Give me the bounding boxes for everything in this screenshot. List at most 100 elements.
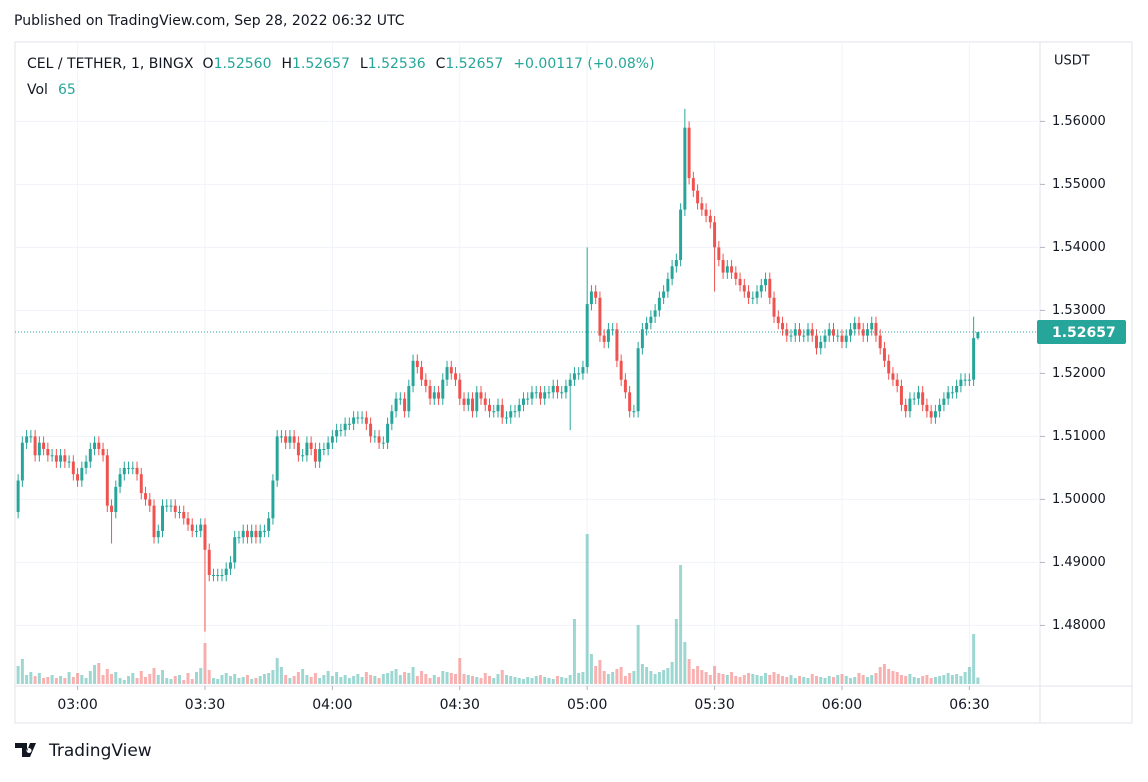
volume-bar	[267, 673, 271, 684]
volume-bar	[488, 676, 491, 684]
candle-body	[666, 278, 670, 292]
volume-bar	[237, 678, 241, 684]
candle-body	[640, 329, 644, 349]
volume-bar	[420, 671, 424, 684]
candle-body	[662, 291, 666, 298]
candle-body	[572, 373, 576, 380]
volume-bar	[114, 672, 118, 684]
volume-bar	[840, 674, 844, 684]
l-label: L	[360, 56, 368, 72]
candle-body	[131, 467, 135, 469]
volume-bar	[29, 672, 33, 684]
candle-body	[615, 329, 619, 361]
vol-label: Vol	[27, 82, 48, 98]
volume-bar	[228, 676, 232, 684]
volume-bar	[496, 674, 500, 684]
candle-body	[628, 392, 632, 412]
candle-body	[250, 530, 254, 538]
candle-body	[479, 392, 483, 399]
volume-bar	[611, 672, 615, 684]
volume-bar	[50, 675, 54, 684]
volume-bar	[687, 659, 691, 684]
volume-bar	[653, 674, 657, 684]
candle-body	[441, 379, 445, 399]
candle-body	[815, 335, 818, 349]
candle-body	[560, 392, 564, 394]
x-tick-label: 05:00	[567, 697, 607, 713]
x-tick-label: 03:00	[57, 697, 97, 713]
volume-bar	[538, 675, 542, 684]
volume-bar	[861, 675, 865, 684]
volume-bar	[135, 678, 139, 684]
volume-bar	[623, 676, 627, 684]
volume-bar	[751, 674, 755, 684]
candle-body	[194, 530, 198, 532]
volume-bar	[262, 674, 266, 684]
candle-body	[509, 411, 513, 418]
candle-body	[653, 310, 657, 317]
candle-body	[42, 442, 46, 449]
candle-body	[704, 209, 708, 216]
volume-bar	[772, 672, 776, 684]
candle-body	[301, 455, 305, 457]
volume-bar	[352, 676, 356, 684]
candle-body	[203, 524, 207, 550]
candle-body	[747, 291, 751, 298]
candle-body	[534, 392, 538, 394]
volume-bar	[475, 677, 479, 684]
candle-body	[377, 436, 381, 443]
candle-body	[496, 404, 500, 412]
volume-bar	[97, 663, 101, 684]
candle-body	[772, 297, 776, 317]
candle-body	[657, 297, 661, 311]
candle-body	[861, 329, 865, 336]
o-value: 1.52560	[214, 56, 272, 72]
volume-bar	[144, 677, 148, 684]
candle-body	[237, 537, 241, 539]
candle-body	[840, 335, 844, 342]
volume-bar	[424, 674, 428, 684]
candle-body	[352, 417, 356, 424]
volume-bar	[194, 672, 198, 684]
candle-body	[326, 442, 330, 449]
candle-body	[734, 272, 738, 279]
candle-body	[963, 379, 967, 381]
candle-body	[313, 448, 317, 462]
candle-body	[764, 278, 768, 286]
volume-bar	[492, 678, 496, 684]
candle-body	[500, 404, 504, 418]
candle-body	[50, 455, 54, 457]
candle-body	[161, 505, 164, 531]
change: +0.00117 (+0.08%)	[513, 56, 654, 72]
candle-body	[309, 442, 313, 449]
candle-body	[967, 379, 971, 381]
candle-body	[220, 575, 224, 577]
y-tick-label: 1.48000	[1052, 618, 1106, 633]
volume-bar	[619, 667, 623, 684]
volume-bar	[25, 675, 29, 684]
volume-bar	[628, 673, 632, 684]
volume-bar	[110, 674, 114, 684]
candle-body	[445, 367, 449, 380]
candle-body	[454, 373, 458, 380]
candle-body	[929, 411, 933, 418]
y-tick-label: 1.52000	[1052, 366, 1106, 381]
candle-body	[717, 247, 721, 260]
volume-bar	[386, 673, 390, 684]
volume-bar	[411, 667, 415, 684]
volume-bar	[462, 674, 466, 684]
volume-bar	[865, 677, 869, 684]
candle-body	[122, 467, 126, 475]
candle-body	[93, 442, 97, 449]
volume-bar	[781, 676, 785, 684]
volume-bar	[245, 675, 249, 684]
candle-body	[819, 341, 823, 349]
x-tick-label: 03:30	[185, 697, 225, 713]
volume-bar	[37, 673, 41, 684]
volume-bar	[742, 675, 746, 684]
volume-bar	[904, 676, 908, 684]
volume-bar	[131, 673, 135, 684]
candle-body	[381, 442, 385, 444]
candle-body	[755, 291, 759, 298]
symbol-name: CEL / TETHER, 1, BINGX	[27, 56, 194, 72]
